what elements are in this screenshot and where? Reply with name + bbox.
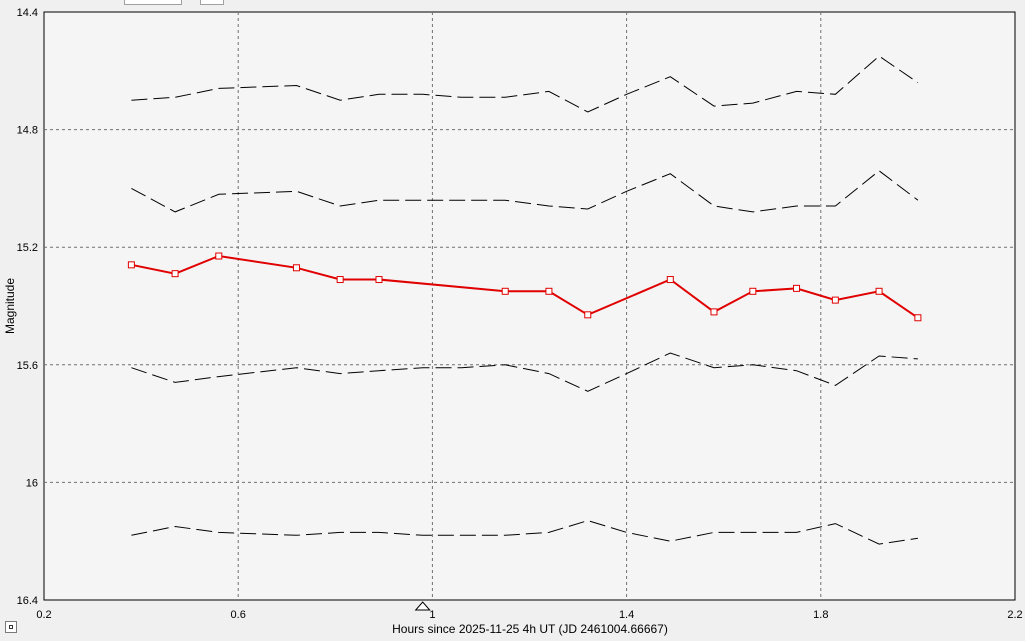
grid	[44, 12, 1015, 600]
target-star-point	[914, 314, 922, 322]
comparison-star-line-2	[131, 170, 919, 213]
x-axis-ticks: 0.2 0.6 1 1.4 1.8 2.2	[36, 609, 1022, 621]
comparison-star-line-1	[131, 55, 919, 113]
target-star-line	[131, 254, 919, 319]
target-star-point	[375, 276, 383, 284]
corner-toggle-button[interactable]	[5, 621, 17, 633]
time-marker-icon[interactable]	[414, 601, 431, 611]
target-star-point	[749, 287, 757, 295]
target-star-point	[831, 296, 839, 304]
toolbar-control[interactable]	[200, 0, 224, 5]
toolbar-strip	[0, 0, 1025, 8]
toolbar-control[interactable]	[124, 0, 182, 5]
y-tick-label: 16.4	[17, 595, 38, 607]
target-star-point	[215, 252, 223, 260]
x-tick-label: 1.8	[813, 609, 828, 621]
target-star-point	[793, 284, 801, 292]
y-tick-label: 15.2	[17, 242, 38, 254]
y-axis-ticks: 14.4 14.8 15.2 15.6 16 16.4	[17, 7, 38, 607]
y-tick-label: 14.8	[17, 125, 38, 137]
series-group	[127, 55, 922, 545]
comparison-star-line-5	[131, 520, 918, 545]
target-star-point	[545, 287, 553, 295]
x-tick-label: 2.2	[1007, 609, 1022, 621]
target-star-point	[584, 311, 592, 319]
target-star-point	[336, 276, 344, 284]
target-star-point	[292, 264, 300, 272]
target-star-point	[875, 287, 883, 295]
x-tick-label: 1	[429, 609, 435, 621]
comparison-star-line-4	[131, 352, 918, 392]
target-star-point	[666, 276, 674, 284]
target-star-point	[710, 308, 718, 316]
x-tick-label: 0.6	[231, 609, 246, 621]
y-tick-label: 15.6	[17, 360, 38, 372]
y-axis-label: Magnitude	[3, 278, 17, 334]
target-star-point	[171, 270, 179, 278]
y-tick-label: 14.4	[17, 7, 38, 19]
x-axis-label: Hours since 2025-11-25 4h UT (JD 2461004…	[392, 622, 668, 636]
plot-area	[43, 11, 1016, 601]
target-star-point	[127, 261, 135, 269]
y-tick-label: 16	[26, 477, 38, 489]
x-tick-label: 1.4	[619, 609, 634, 621]
x-tick-label: 0.2	[36, 609, 51, 621]
target-star-point	[501, 287, 509, 295]
